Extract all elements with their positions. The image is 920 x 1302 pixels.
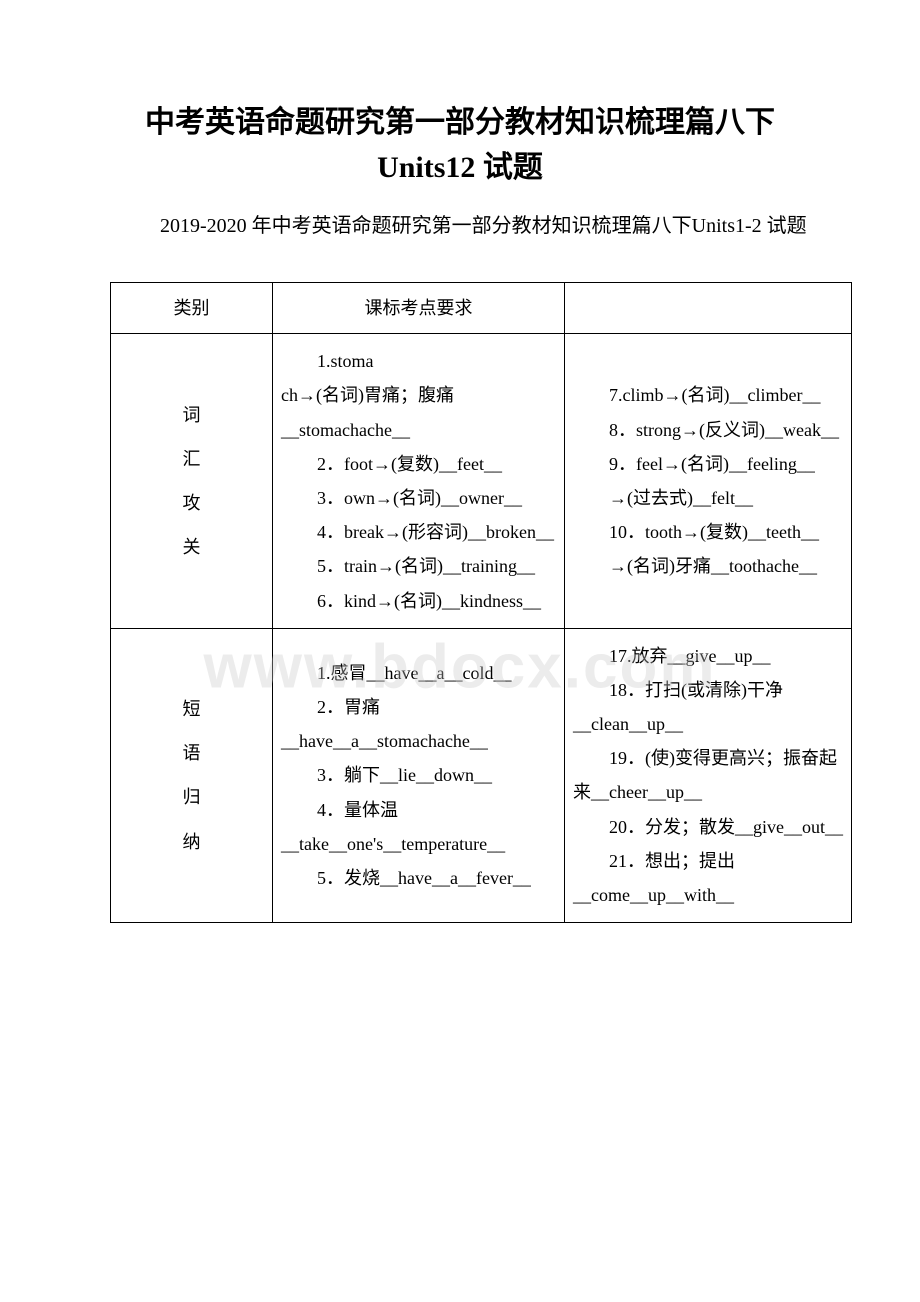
- text-line: 2．foot→(复数)__feet__: [281, 447, 556, 481]
- row1-label-chars: 词 汇 攻 关: [119, 398, 264, 565]
- text-line: 20．分发；散发__give__out__: [573, 810, 843, 844]
- header-requirement: 课标考点要求: [273, 283, 565, 334]
- row2-right: 17.放弃__give__up__18．打扫(或清除)干净__clean__up…: [565, 628, 852, 923]
- page-title: 中考英语命题研究第一部分教材知识梳理篇八下 Units12 试题: [110, 100, 810, 190]
- content-table: 类别 课标考点要求 词 汇 攻 关 1.stomach→(名词)胃痛；腹痛__s…: [110, 282, 852, 923]
- text-line: ch→(名词)胃痛；腹痛__stomachache__: [281, 378, 556, 446]
- text-line: 4．break→(形容词)__broken__: [281, 515, 556, 549]
- text-line: →(名词)牙痛__toothache__: [573, 549, 843, 583]
- row1-mid: 1.stomach→(名词)胃痛；腹痛__stomachache__2．foot…: [273, 334, 565, 629]
- text-line: 10．tooth→(复数)__teeth__: [573, 515, 843, 549]
- table-header-row: 类别 课标考点要求: [111, 283, 852, 334]
- text-line: 9．feel→(名词)__feeling__: [573, 447, 843, 481]
- row1-right: 7.climb→(名词)__climber__8．strong→(反义词)__w…: [565, 334, 852, 629]
- text-line: 1.stoma: [281, 344, 556, 378]
- row1-label: 词 汇 攻 关: [111, 334, 273, 629]
- page-subtitle: 2019-2020 年中考英语命题研究第一部分教材知识梳理篇八下Units1-2…: [110, 210, 810, 242]
- table-row: 短 语 归 纳 1.感冒__have__a__cold__2．胃痛__have_…: [111, 628, 852, 923]
- row2-label-chars: 短 语 归 纳: [119, 692, 264, 859]
- text-line: 5．train→(名词)__training__: [281, 549, 556, 583]
- text-line: 18．打扫(或清除)干净__clean__up__: [573, 673, 843, 741]
- text-line: 19．(使)变得更高兴；振奋起来__cheer__up__: [573, 741, 843, 809]
- text-line: 17.放弃__give__up__: [573, 639, 843, 673]
- text-line: 3．躺下__lie__down__: [281, 758, 556, 792]
- header-category: 类别: [111, 283, 273, 334]
- text-line: 5．发烧__have__a__fever__: [281, 861, 556, 895]
- text-line: 3．own→(名词)__owner__: [281, 481, 556, 515]
- text-line: 8．strong→(反义词)__weak__: [573, 413, 843, 447]
- text-line: 6．kind→(名词)__kindness__: [281, 584, 556, 618]
- text-line: 4．量体温__take__one's__temperature__: [281, 793, 556, 861]
- text-line: →(过去式)__felt__: [573, 481, 843, 515]
- row2-mid: 1.感冒__have__a__cold__2．胃痛__have__a__stom…: [273, 628, 565, 923]
- text-line: 21．想出；提出__come__up__with__: [573, 844, 843, 912]
- text-line: 2．胃痛__have__a__stomachache__: [281, 690, 556, 758]
- text-line: 7.climb→(名词)__climber__: [573, 378, 843, 412]
- table-row: 词 汇 攻 关 1.stomach→(名词)胃痛；腹痛__stomachache…: [111, 334, 852, 629]
- row2-label: 短 语 归 纳: [111, 628, 273, 923]
- text-line: 1.感冒__have__a__cold__: [281, 656, 556, 690]
- header-col3: [565, 283, 852, 334]
